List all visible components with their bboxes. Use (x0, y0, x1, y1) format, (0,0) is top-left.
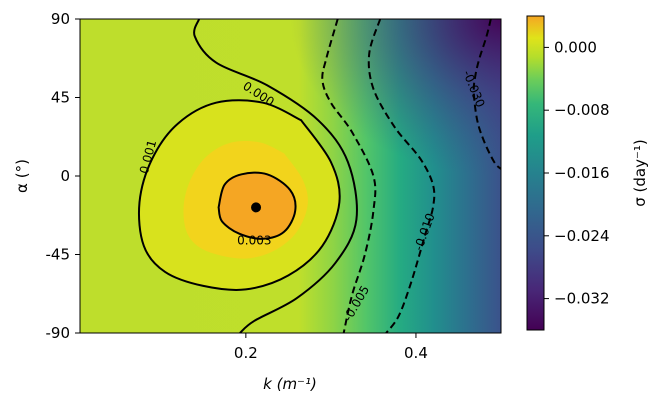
colorbar-tick-label: 0.000 (554, 38, 597, 56)
x-tick-label: 0.4 (404, 344, 428, 362)
plot-field (80, 19, 501, 333)
y-axis-ticks: 90 45 0 -45 -90 (46, 10, 80, 342)
colorbar-tick-label: −0.024 (554, 227, 610, 245)
x-axis-ticks: 0.2 0.4 (234, 333, 428, 362)
colorbar-tick-label: −0.032 (554, 290, 610, 308)
colorbar-ticks: 0.000 −0.008 −0.016 −0.024 −0.032 (544, 38, 610, 308)
contour-line-0.003 (217, 171, 297, 240)
x-axis-label: k (m⁻¹) (263, 375, 317, 393)
contour-line--0.030 (472, 19, 501, 170)
y-tick-label: 0 (60, 167, 70, 185)
x-tick-label: 0.2 (234, 344, 258, 362)
y-tick-label: -90 (46, 324, 71, 342)
contour-line--0.005 (321, 19, 377, 333)
contour-line-0.001 (137, 99, 341, 291)
y-axis-label: α (°) (13, 159, 31, 193)
contour-fill-layer (138, 100, 340, 290)
colorbar-tick-label: −0.008 (554, 101, 610, 119)
colorbar (526, 15, 545, 331)
contour-line--0.010 (367, 19, 436, 333)
y-tick-label: 90 (51, 10, 70, 28)
y-tick-label: 45 (51, 89, 70, 107)
maximum-marker-layer (251, 202, 262, 213)
maximum-growth-marker (251, 202, 262, 213)
contour-line-layer (137, 19, 501, 333)
y-tick-label: -45 (46, 246, 71, 264)
colorbar-tick-label: −0.016 (554, 164, 610, 182)
contour-line-0.000 (193, 19, 358, 333)
contour-label-0.003: 0.003 (237, 234, 271, 248)
colorbar-label: σ (day⁻¹) (631, 139, 649, 207)
